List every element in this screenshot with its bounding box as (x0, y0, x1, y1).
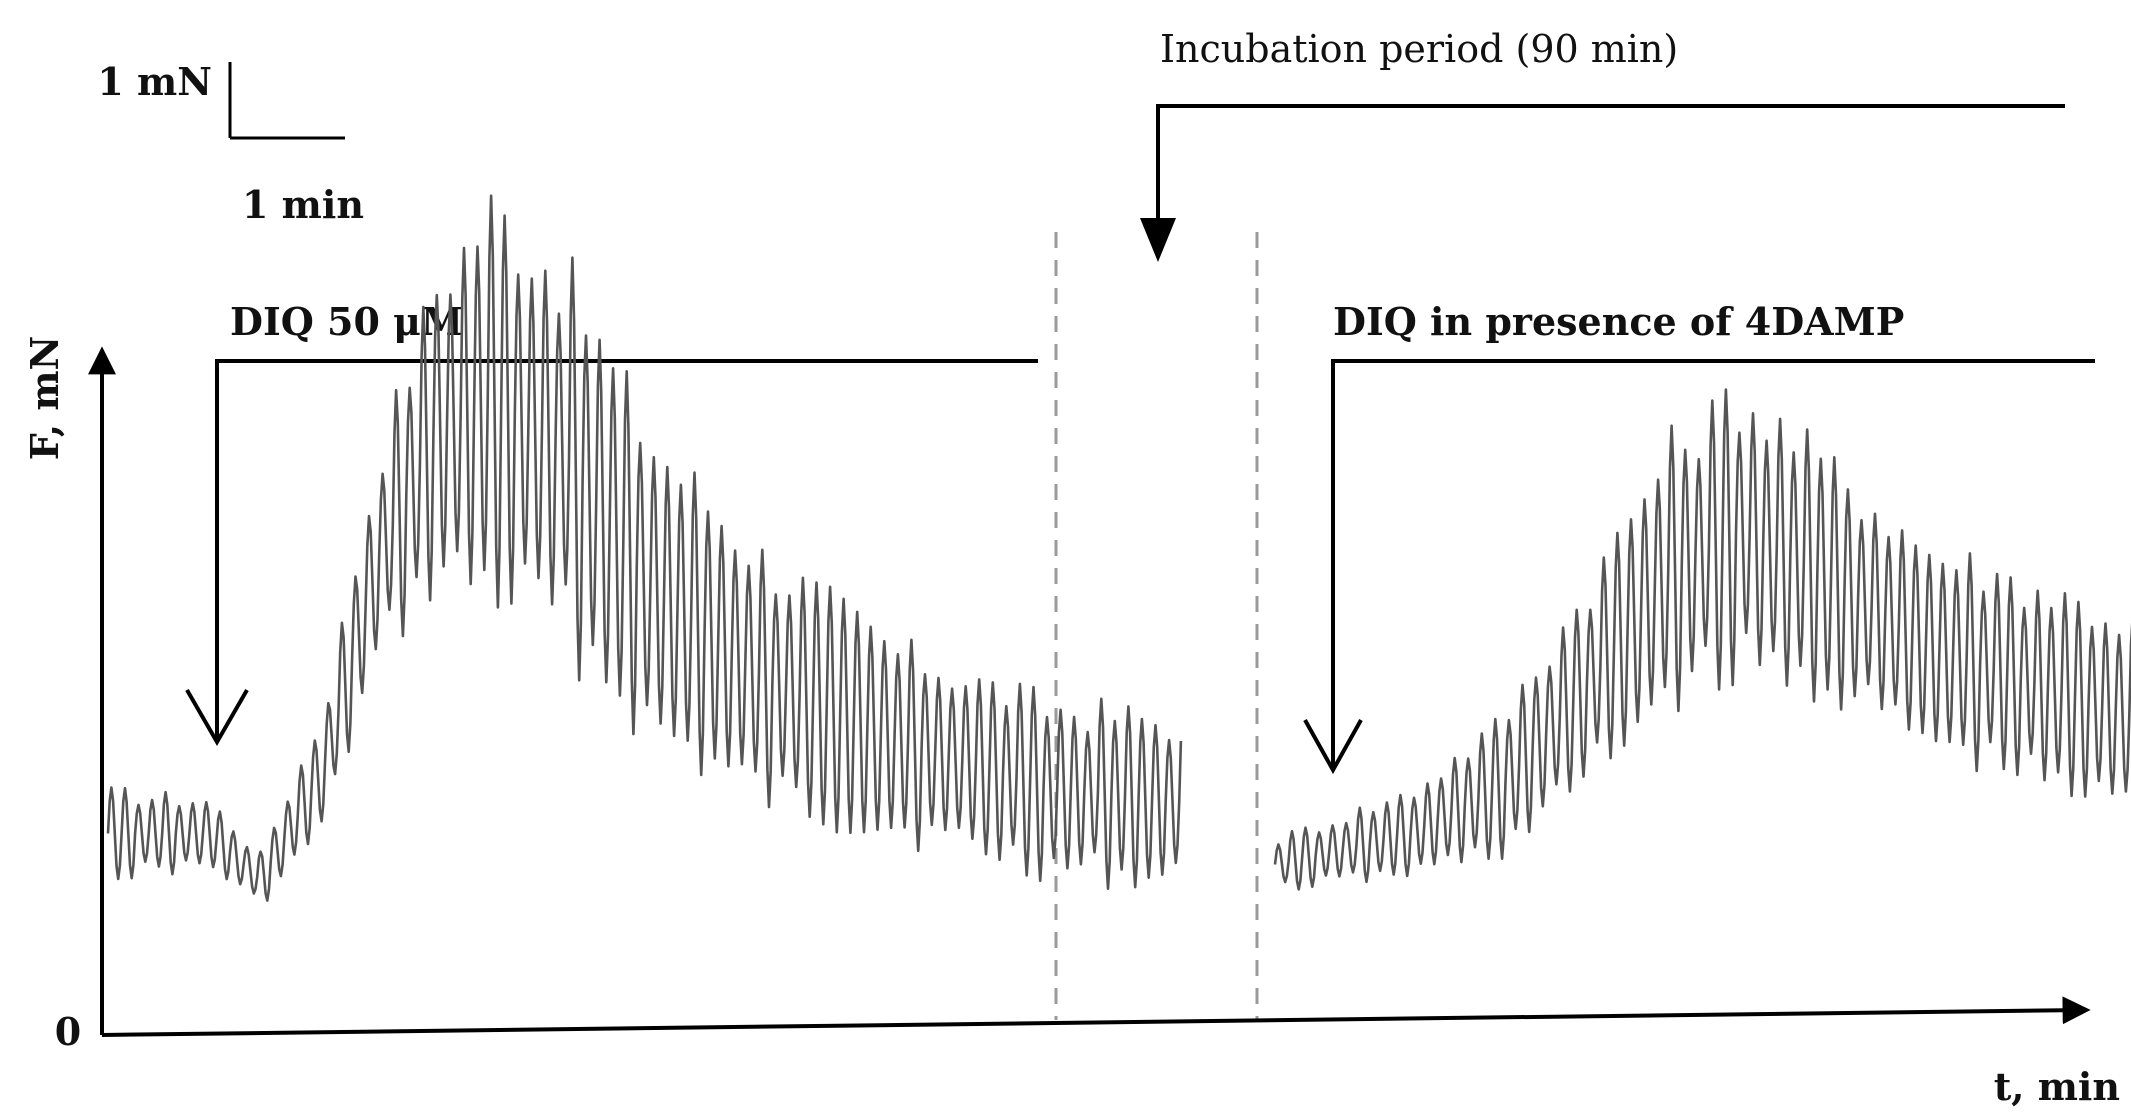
diq-arrowhead (185, 689, 249, 747)
x-axis (101, 996, 2091, 1037)
y-axis-label: F, mN (22, 336, 67, 461)
scale-bar-force-label: 1 mN (97, 59, 212, 104)
incubation-line (1156, 104, 2065, 254)
diq-4damp-arrowhead (1303, 719, 1363, 775)
y-zero-label: 0 (55, 1009, 81, 1054)
diq-4damp-line (1331, 359, 2095, 766)
trace-diq-4damp (1273, 388, 2131, 891)
axes: F, mN t, min 0 (22, 336, 2120, 1109)
diq-line (215, 359, 1038, 738)
diq-4damp-label: DIQ in presence of 4DAMP (1333, 299, 1904, 344)
x-axis-label: t, min (1994, 1064, 2120, 1109)
trace-diq (106, 194, 1183, 902)
incubation-arrowhead (1140, 218, 1176, 262)
incubation-marker: Incubation period (90 min) (1140, 27, 2065, 262)
scale-bar: 1 mN 1 min (97, 59, 364, 227)
incubation-label: Incubation period (90 min) (1160, 27, 1678, 71)
scale-bar-time-label: 1 min (242, 182, 364, 227)
diq-4damp-marker: DIQ in presence of 4DAMP (1303, 299, 2095, 775)
diq-label: DIQ 50 μM (230, 299, 463, 344)
